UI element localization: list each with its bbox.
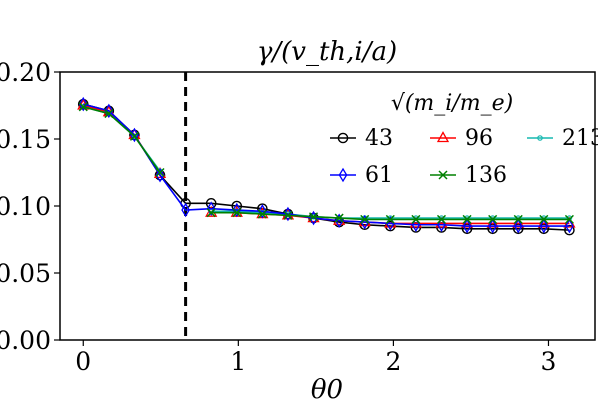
data-point (155, 167, 165, 183)
data-point (488, 214, 498, 224)
data-point (539, 214, 549, 224)
data-point (232, 208, 242, 218)
chart-title: γ/(v_th,i/a) (257, 37, 397, 67)
legend-label: 213 (562, 126, 598, 151)
data-point (104, 109, 114, 119)
data-point (78, 102, 88, 112)
plot-layer (77, 72, 576, 340)
series-line-213 (83, 106, 161, 172)
axes-layer: 0 1 2 3 0.00 0.05 0.10 0.15 0.20 (0, 58, 556, 376)
legend-marker (438, 170, 448, 180)
data-point (334, 213, 344, 223)
legend-entry-213: 213 (527, 126, 598, 151)
legend-label: 96 (465, 126, 493, 151)
data-point (232, 202, 242, 218)
data-point (129, 131, 139, 141)
data-point (564, 214, 574, 224)
data-point (283, 210, 293, 220)
legend-entry-136: 136 (430, 163, 507, 188)
y-tick-label: 0.20 (0, 58, 51, 87)
data-point (104, 103, 114, 119)
y-tick-label: 0.00 (0, 326, 51, 355)
legend-entry-61: 61 (330, 163, 393, 188)
legend-marker (337, 132, 349, 144)
legend-title: √(m_i/m_e) (391, 91, 513, 116)
data-point (206, 208, 216, 218)
data-point (513, 214, 523, 224)
data-point (565, 218, 574, 234)
data-point (258, 204, 267, 219)
y-tick-label: 0.05 (0, 259, 51, 288)
legend-entry-43: 43 (330, 126, 393, 151)
series-line-96 (83, 104, 161, 175)
data-point (462, 218, 472, 234)
data-point (488, 218, 498, 234)
x-tick-label: 3 (541, 347, 557, 376)
data-point (206, 201, 216, 216)
x-tick-label: 1 (230, 347, 246, 376)
data-point (181, 202, 190, 218)
data-point (309, 212, 319, 222)
legend-label: 43 (365, 126, 393, 151)
y-tick-label: 0.10 (0, 192, 51, 221)
legend-marker (537, 135, 543, 141)
data-point (155, 167, 165, 178)
data-point (411, 214, 421, 224)
data-point (539, 218, 549, 234)
data-point (385, 214, 395, 224)
data-point (513, 218, 523, 234)
series-136 (78, 102, 574, 224)
series-line-136 (83, 106, 161, 173)
legend-label: 136 (465, 163, 507, 188)
data-point (257, 209, 267, 219)
plot-frame (59, 71, 596, 341)
x-tick-label: 2 (385, 347, 401, 376)
data-point (462, 214, 472, 224)
x-tick-label: 0 (75, 347, 91, 376)
data-point (78, 96, 88, 112)
data-point (360, 214, 370, 224)
x-axis-label: θ0 (311, 375, 343, 405)
data-point (436, 214, 447, 224)
legend: √(m_i/m_e) 43 96 213 61 136 (330, 91, 598, 188)
legend-label: 61 (365, 163, 393, 188)
legend-entry-96: 96 (430, 126, 493, 151)
legend-marker (436, 131, 450, 143)
y-tick-label: 0.15 (0, 125, 51, 154)
legend-marker (338, 167, 348, 183)
